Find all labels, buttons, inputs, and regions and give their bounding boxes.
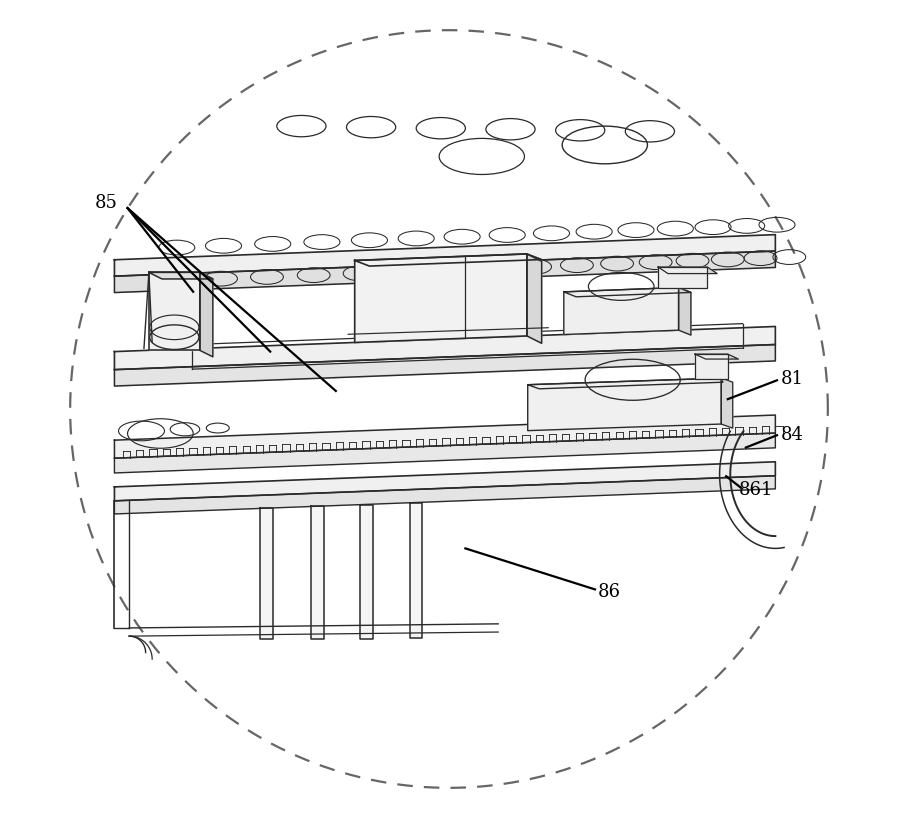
Polygon shape: [114, 433, 775, 473]
Polygon shape: [149, 273, 213, 279]
Polygon shape: [114, 235, 775, 277]
Polygon shape: [528, 378, 721, 431]
Polygon shape: [409, 503, 422, 639]
Polygon shape: [695, 355, 738, 360]
Text: 84: 84: [780, 425, 803, 443]
Polygon shape: [114, 345, 775, 387]
Polygon shape: [114, 415, 775, 459]
Polygon shape: [721, 378, 733, 428]
Polygon shape: [114, 476, 775, 514]
Polygon shape: [260, 509, 273, 640]
Polygon shape: [199, 273, 213, 357]
Polygon shape: [679, 288, 691, 336]
Polygon shape: [658, 268, 718, 274]
Polygon shape: [564, 288, 691, 297]
Text: 86: 86: [597, 582, 621, 600]
Text: 861: 861: [738, 481, 773, 499]
Polygon shape: [114, 327, 775, 370]
Polygon shape: [355, 255, 541, 267]
Polygon shape: [312, 507, 323, 640]
Polygon shape: [355, 255, 527, 343]
Polygon shape: [528, 378, 723, 389]
Polygon shape: [695, 355, 727, 379]
Polygon shape: [658, 268, 708, 288]
Polygon shape: [114, 251, 775, 293]
Polygon shape: [149, 273, 199, 351]
Text: 81: 81: [780, 369, 803, 387]
Polygon shape: [564, 288, 679, 335]
Polygon shape: [114, 462, 775, 501]
Text: 85: 85: [95, 194, 118, 212]
Polygon shape: [527, 255, 541, 344]
Polygon shape: [360, 505, 373, 639]
